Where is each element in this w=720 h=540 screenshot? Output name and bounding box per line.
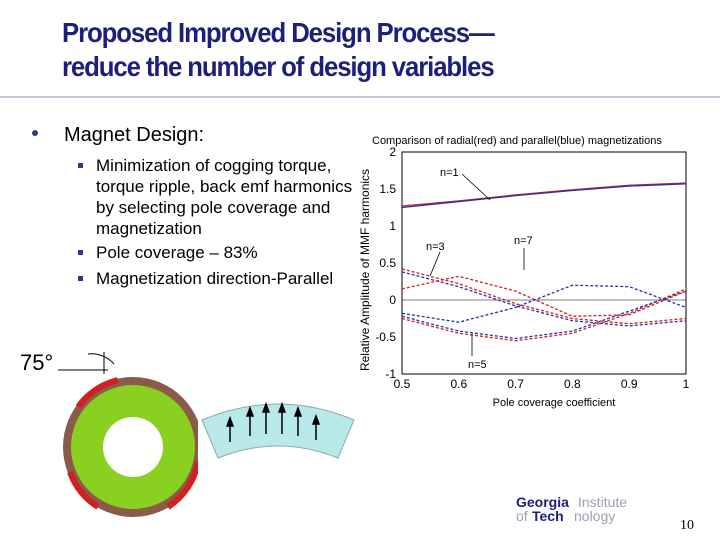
logo-word-of: of [516, 508, 528, 524]
series-line [401, 284, 687, 323]
x-tick-label: 0.6 [450, 377, 467, 391]
logo-word-institute: Institute [578, 494, 627, 510]
y-tick-label: 1 [389, 219, 396, 233]
square-bullet-icon [78, 276, 83, 281]
ring-bore [103, 417, 163, 477]
series-line [401, 182, 687, 207]
sub-bullet-text: Magnetization direction-Parallel [96, 269, 334, 288]
title-line-1: Proposed Improved Design Process— [62, 17, 495, 48]
page-number: 10 [680, 518, 694, 533]
x-tick-label: 0.5 [394, 377, 411, 391]
y-tick-label: 0 [389, 293, 396, 307]
angle-arc [87, 353, 115, 365]
title-divider [0, 96, 720, 98]
arrow-head-icon [293, 405, 303, 417]
bullet-dot-icon [32, 130, 38, 136]
series-line [401, 275, 687, 317]
georgia-tech-logo: Georgia Institute of Tech nology [512, 494, 656, 529]
magnet-arc-shape [201, 403, 355, 459]
annotation-arrow [461, 173, 491, 201]
logo-word-tech: Tech [532, 508, 564, 524]
x-tick-label: 1 [683, 377, 690, 391]
magnet-ring-diagram [58, 352, 198, 517]
sub-bullet-text: Minimization of cogging torque, torque r… [96, 156, 353, 238]
magnet-arc-diagram [201, 401, 355, 459]
chart-y-axis-label: Relative Amplitude of MMF harmonics [358, 169, 372, 371]
arrow-head-icon [277, 401, 287, 413]
sub-bullet-text: Pole coverage – 83% [96, 243, 258, 262]
logo-word-nology: nology [574, 508, 615, 524]
annotation-n3: n=3 [426, 241, 445, 253]
arrow-head-icon [311, 413, 321, 425]
slide-title: Proposed Improved Design Process— reduce… [62, 16, 577, 84]
main-bullet-text: Magnet Design: [64, 124, 205, 146]
magnet-segment [75, 377, 119, 409]
y-tick-label: 2 [389, 145, 396, 159]
chart-x-axis-label: Pole coverage coefficient [493, 397, 616, 409]
y-tick-label: -1 [385, 367, 396, 381]
x-tick-label: 0.7 [507, 377, 524, 391]
logo-word-georgia: Georgia [516, 494, 569, 510]
arrow-head-icon [261, 401, 271, 413]
series-line [401, 183, 687, 209]
annotation-n5: n=5 [468, 359, 487, 371]
x-tick-label: 0.8 [564, 377, 581, 391]
harmonics-chart: Comparison of radial(red) and parallel(b… [358, 135, 690, 409]
y-tick-label: 1.5 [379, 182, 396, 196]
x-tick-label: 0.9 [621, 377, 638, 391]
title-line-2: reduce the number of design variables [62, 51, 495, 82]
y-tick-label: 0.5 [379, 256, 396, 270]
square-bullet-icon [78, 250, 83, 255]
magnet-segment [166, 461, 198, 510]
annotation-n7: n=7 [514, 235, 533, 247]
arrow-head-icon [225, 415, 235, 427]
chart-title: Comparison of radial(red) and parallel(b… [372, 135, 662, 147]
magnet-segment [67, 470, 100, 510]
annotation-arrow [429, 251, 441, 277]
square-bullet-icon [78, 163, 83, 168]
annotation-n1: n=1 [440, 167, 459, 179]
angle-label: 75° [20, 350, 54, 375]
arrow-head-icon [245, 405, 255, 417]
logo-mark: Georgia Institute of Tech nology [516, 494, 627, 524]
plot-area [401, 151, 687, 375]
y-tick-label: -0.5 [375, 330, 396, 344]
